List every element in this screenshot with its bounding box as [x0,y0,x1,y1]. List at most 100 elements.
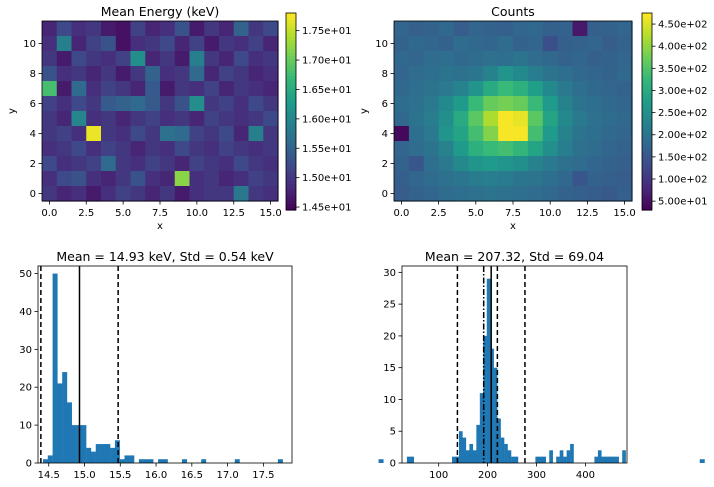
colorbar-tick-label: 1.00e+02 [658,175,708,186]
heatmap-cell [438,141,455,157]
heatmap-cell [542,21,559,37]
colorbar-segment [286,150,296,155]
histogram-bar [597,450,602,463]
colorbar-segment [286,85,296,90]
heatmap-cell [115,171,132,187]
colorbar-segment [642,203,652,208]
heatmap-cell [394,66,410,82]
heatmap-cell [56,96,73,112]
histogram-bar [570,443,574,463]
heatmap-cell [587,111,603,127]
heatmap-cell [130,171,146,187]
heatmap-cell [160,126,176,142]
colorbar-segment [642,65,652,70]
colorbar-segment [286,180,296,185]
heatmap-cell [498,36,514,52]
colorbar-tick-label: 1.55e+01 [302,144,352,155]
colorbar-segment [286,104,296,109]
y-tick-label: 20 [383,331,396,342]
heatmap-cell [527,66,544,82]
heatmap-cell [145,171,161,187]
heatmap-cell [219,171,235,187]
histogram-bar [507,450,512,463]
heatmap-cell [160,156,176,172]
heatmap-cell [483,36,499,52]
heatmap-cell [174,36,191,52]
heatmap-cell [130,81,146,97]
heatmap-cell [617,36,633,52]
colorbar-segment [642,124,652,129]
colorbar-segment [642,196,652,201]
colorbar-segment [286,177,296,182]
x-tick-label: 2.5 [78,208,94,219]
colorbar-segment [642,111,652,116]
heatmap-cell [233,126,250,142]
heatmap-cell [468,36,484,52]
y-tick-label: 2 [30,159,36,170]
heatmap-cell [248,126,264,142]
heatmap-cell [248,81,264,97]
colorbar-tick-label: 1.70e+01 [302,56,352,67]
heatmap-cell [189,96,205,112]
colorbar-segment [642,157,652,162]
heatmap-cell [602,156,618,172]
heatmap-cell [423,96,440,112]
heatmap-cell [453,66,469,82]
heatmap-cell [204,171,220,187]
heatmap-cell [160,171,176,187]
y-tick-label: 10 [383,395,396,406]
colorbar-tick-label: 1.65e+01 [302,85,352,96]
heatmap-cell [174,141,191,157]
colorbar-segment [286,127,296,132]
heatmap-cell [248,171,264,187]
y-tick-label: 0 [26,459,32,470]
heatmap-cell [572,171,588,187]
heatmap-cell [602,111,618,127]
heatmap-cell [408,141,425,157]
heatmap-cell [394,156,410,172]
y-tick-label: 40 [19,307,32,318]
y-tick-label: 25 [383,300,396,311]
heatmap-cell [115,21,132,37]
colorbar-segment [642,32,652,37]
y-tick-label: 0 [30,189,36,200]
heatmap-cell [394,96,410,112]
heatmap-cell [513,186,529,202]
histogram-bar [469,443,474,463]
histogram-bar [556,456,560,463]
heatmap-cell [542,96,559,112]
heatmap-cell [42,81,58,97]
heatmap-cell [572,96,588,112]
heatmap-cell [423,126,440,142]
y-tick-label: 8 [382,69,388,80]
heatmap-cell [602,36,618,52]
heatmap-cell [483,96,499,112]
colorbar-segment [642,206,652,211]
x-tick-label: 15.0 [259,208,281,219]
colorbar-segment [642,183,652,188]
heatmap-cell [86,141,102,157]
histogram-bar [182,459,188,463]
heatmap-cell [42,111,58,127]
heatmap-cell [587,96,603,112]
histogram-bar [601,456,606,463]
heatmap-cell [527,156,544,172]
heatmap-cell [71,156,87,172]
colorbar-segment [286,13,296,17]
heatmap-cell [468,141,484,157]
heatmap-cell [263,36,279,52]
heatmap-cell [542,156,559,172]
heatmap-cell [86,51,102,67]
heatmap-cell [101,51,117,67]
heatmap-cell [423,51,440,67]
heatmap-cell [204,51,220,67]
heatmap-cell [602,81,618,97]
heatmap-cell [248,111,264,127]
chart-title: Mean Energy (keV) [101,4,220,19]
heatmap-cell [174,171,191,187]
heatmap-cell [438,66,455,82]
colorbar-segment [286,147,296,152]
heatmap-cell [204,66,220,82]
histogram-bar [476,424,481,463]
